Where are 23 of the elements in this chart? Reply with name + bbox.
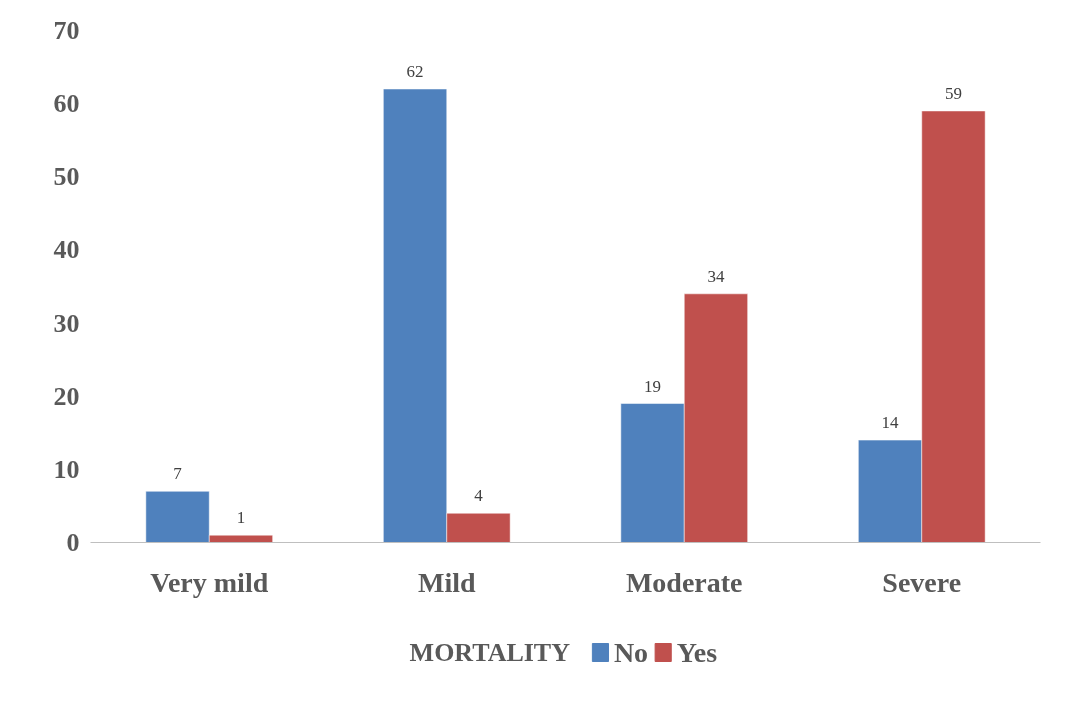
y-tick-label: 10 bbox=[53, 454, 80, 484]
data-label: 4 bbox=[474, 486, 484, 506]
data-label: 34 bbox=[707, 266, 725, 286]
x-tick-label: Very mild bbox=[150, 566, 269, 598]
y-tick-label: 0 bbox=[66, 528, 80, 557]
y-tick-label: 40 bbox=[53, 235, 80, 265]
legend-label: No bbox=[613, 637, 649, 668]
legend-label: Yes bbox=[676, 637, 718, 668]
legend-title: MORTALITY bbox=[409, 638, 571, 667]
x-tick-label: Mild bbox=[417, 566, 476, 598]
y-tick-label: 20 bbox=[53, 381, 80, 411]
x-tick-label: Severe bbox=[882, 566, 962, 598]
x-tick-label: Moderate bbox=[625, 566, 743, 598]
data-label: 1 bbox=[236, 508, 246, 528]
data-label: 59 bbox=[944, 83, 962, 103]
y-tick-label: 60 bbox=[53, 89, 80, 119]
y-tick-label: 70 bbox=[53, 16, 80, 45]
data-label: 19 bbox=[644, 376, 662, 396]
data-label: 62 bbox=[406, 62, 424, 82]
data-label: 7 bbox=[173, 464, 183, 484]
data-label: 14 bbox=[881, 413, 900, 433]
y-tick-label: 30 bbox=[53, 308, 80, 338]
y-tick-label: 50 bbox=[53, 162, 80, 192]
